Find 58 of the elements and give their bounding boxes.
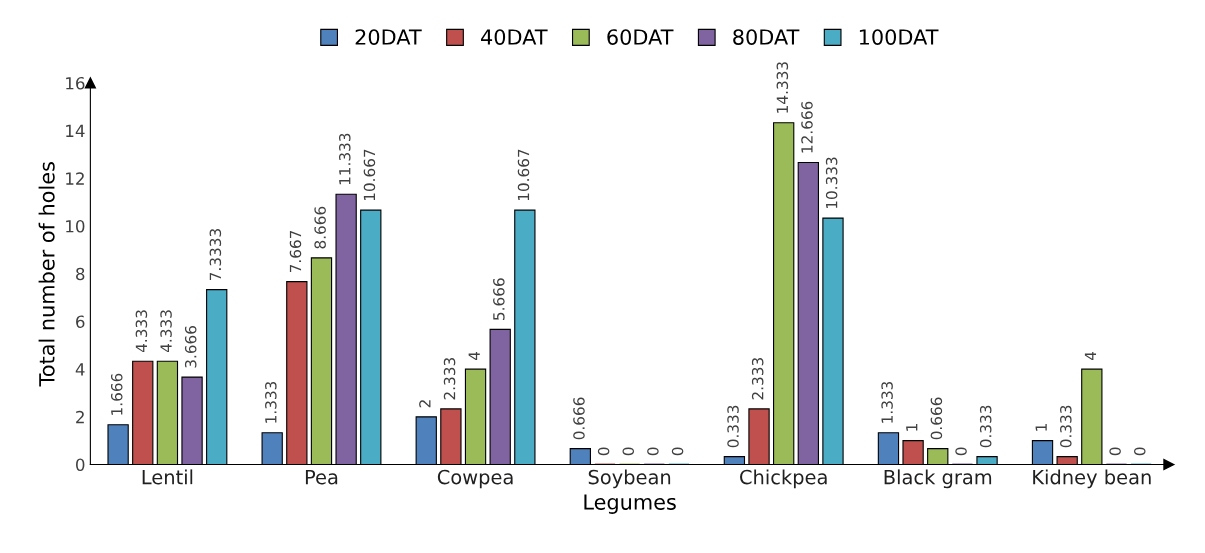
- y-tick-label: 2: [76, 410, 84, 424]
- data-label: 0.666: [930, 397, 943, 440]
- x-tick-label: Lentil: [142, 469, 193, 485]
- data-label: 7.3333: [209, 229, 222, 281]
- data-label: 0: [622, 447, 635, 456]
- data-label: 10.333: [825, 157, 838, 209]
- x-tick-label: Pea: [305, 469, 338, 485]
- data-label: 1: [906, 424, 918, 431]
- data-label: 8.666: [314, 206, 326, 249]
- y-tick-label: 14: [66, 124, 85, 137]
- data-label: 11.333: [339, 133, 351, 185]
- data-label: 0.333: [979, 405, 992, 448]
- data-label: 0: [1133, 447, 1146, 456]
- data-label: 2.333: [751, 358, 764, 400]
- data-label: 4.333: [135, 310, 148, 353]
- data-label: 12.666: [801, 101, 813, 153]
- data-label: 5.666: [493, 278, 505, 320]
- data-label: 4: [468, 351, 480, 361]
- y-tick-label: 4: [75, 363, 85, 376]
- legend-label: 40DAT: [481, 29, 548, 45]
- x-tick-label: Kidney bean: [1033, 469, 1151, 489]
- data-label: 0: [647, 447, 659, 456]
- x-tick-label: Cowpea: [437, 469, 513, 489]
- y-tick-label: 6: [76, 315, 85, 328]
- y-tick-label: 0: [76, 458, 85, 472]
- x-axis-title: Legumes: [584, 494, 676, 514]
- data-label: 14.333: [776, 62, 789, 113]
- data-label: 0: [597, 447, 610, 456]
- data-label: 3.666: [184, 325, 197, 368]
- data-label: 0: [1109, 447, 1121, 456]
- legend-label: 60DAT: [607, 29, 674, 45]
- data-label: 0: [671, 447, 684, 456]
- data-label: 1.666: [110, 373, 123, 415]
- x-tick-label: Black gram: [884, 469, 992, 489]
- x-tick-label: Chickpea: [740, 469, 827, 489]
- data-label: 2: [419, 400, 431, 408]
- legend-label: 80DAT: [733, 29, 800, 45]
- legend-label: 100DAT: [859, 29, 939, 45]
- data-label: 1.333: [265, 381, 277, 423]
- data-label: 4: [1084, 351, 1097, 361]
- data-label: 1: [1035, 424, 1047, 431]
- data-label: 1.333: [881, 381, 893, 423]
- data-label: 0.333: [1060, 405, 1072, 448]
- y-tick-label: 8: [76, 267, 85, 281]
- legend-label: 20DAT: [355, 29, 422, 45]
- data-label: 0.333: [727, 405, 739, 448]
- y-tick-label: 10: [66, 220, 85, 233]
- y-tick-label: 16: [66, 76, 85, 90]
- data-label: 0.666: [573, 397, 585, 440]
- y-axis-title: Total number of holes: [38, 162, 55, 387]
- data-label: 0: [955, 447, 967, 456]
- x-tick-label: Soybean: [588, 469, 671, 489]
- data-label: 4.333: [160, 310, 172, 353]
- data-label: 2.333: [443, 358, 456, 400]
- data-label: 10.667: [517, 149, 530, 201]
- data-label: 10.667: [363, 149, 376, 201]
- data-label: 7.667: [289, 230, 302, 273]
- y-tick-label: 12: [66, 172, 84, 185]
